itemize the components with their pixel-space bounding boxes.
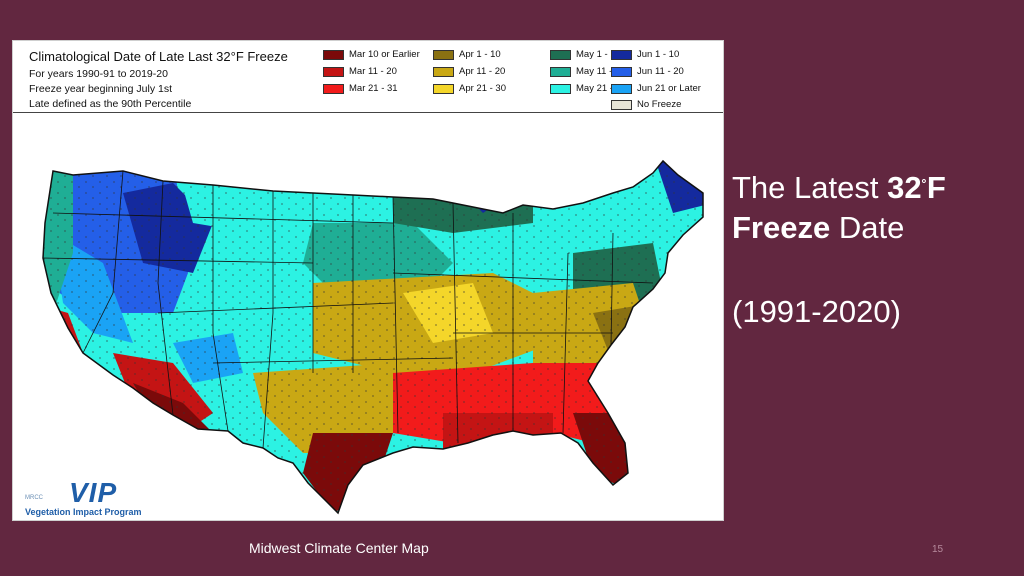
legend-label: Apr 21 - 30	[459, 83, 506, 94]
vip-wordmark: VIP	[69, 477, 118, 508]
map-subtitle-line-1: For years 1990-91 to 2019-20	[29, 68, 168, 80]
mrcc-label: MRCC	[25, 495, 43, 501]
legend-swatch	[611, 99, 632, 110]
map-regions	[43, 161, 703, 513]
legend-item: Jun 1 - 10	[611, 49, 679, 61]
legend-swatch	[611, 83, 632, 94]
legend-swatch	[550, 66, 571, 77]
legend-label: Jun 11 - 20	[637, 66, 684, 77]
legend-label: Apr 11 - 20	[459, 66, 506, 77]
legend-item: Apr 11 - 20	[433, 66, 505, 78]
slide-number: 15	[932, 544, 944, 555]
title-number: 32	[887, 170, 922, 205]
legend-swatch	[611, 49, 632, 60]
legend-item: No Freeze	[611, 99, 681, 111]
slide-title: The Latest 32˚F Freeze Date	[732, 168, 1012, 248]
vip-logo: MRCC VIP Vegetation Impact Program	[21, 477, 181, 519]
title-bold-word: Freeze	[732, 210, 831, 245]
legend-item: Jun 11 - 20	[611, 66, 684, 78]
legend-label: May 1 - 10	[576, 49, 621, 60]
legend-swatch	[433, 83, 454, 94]
map-title: Climatological Date of Late Last 32°F Fr…	[29, 49, 288, 64]
title-unit: F	[926, 170, 946, 205]
legend-item: May 11 - 20	[550, 66, 625, 78]
map-subtitle-line-3: Late defined as the 90th Percentile	[29, 98, 192, 110]
legend-swatch	[550, 83, 571, 94]
title-part-2: Date	[830, 210, 905, 245]
legend-label: May 11 - 20	[576, 66, 626, 77]
title-part-1: The Latest	[732, 170, 888, 205]
legend-label: Apr 1 - 10	[459, 49, 501, 60]
map-panel: Climatological Date of Late Last 32°F Fr…	[12, 40, 724, 521]
legend-item: Mar 10 or Earlier	[323, 49, 420, 61]
legend-swatch	[433, 49, 454, 60]
map-subtitle-line-2: Freeze year beginning July 1st	[29, 83, 172, 95]
legend-label: May 21 - 31	[576, 83, 627, 94]
legend-swatch	[323, 49, 344, 60]
legend-item: May 21 - 31	[550, 83, 626, 95]
legend-item: Jun 21 or Later	[611, 83, 701, 95]
legend-swatch	[611, 66, 632, 77]
map-caption: Midwest Climate Center Map	[249, 540, 429, 556]
legend-item: Apr 21 - 30	[433, 83, 506, 95]
legend-swatch	[323, 83, 344, 94]
legend-label: No Freeze	[637, 99, 682, 110]
legend-label: Jun 21 or Later	[637, 83, 701, 94]
vip-program-name: Vegetation Impact Program	[25, 507, 142, 517]
slide-subtitle: (1991-2020)	[732, 294, 901, 329]
legend-swatch	[433, 66, 454, 77]
legend-item: Apr 1 - 10	[433, 49, 501, 61]
title-degree: ˚	[921, 179, 927, 196]
map-header: Climatological Date of Late Last 32°F Fr…	[13, 41, 723, 113]
legend-label: Mar 10 or Earlier	[349, 49, 420, 60]
legend-swatch	[323, 66, 344, 77]
legend-label: Mar 21 - 31	[349, 83, 398, 94]
state-borders	[42, 170, 654, 449]
legend-label: Jun 1 - 10	[637, 49, 680, 60]
freeze-date-map	[42, 159, 704, 515]
legend-item: Mar 11 - 20	[323, 66, 397, 78]
legend-label: Mar 11 - 20	[349, 66, 397, 77]
legend-item: May 1 - 10	[550, 49, 621, 61]
legend-item: Mar 21 - 31	[323, 83, 398, 95]
legend-swatch	[550, 49, 571, 60]
